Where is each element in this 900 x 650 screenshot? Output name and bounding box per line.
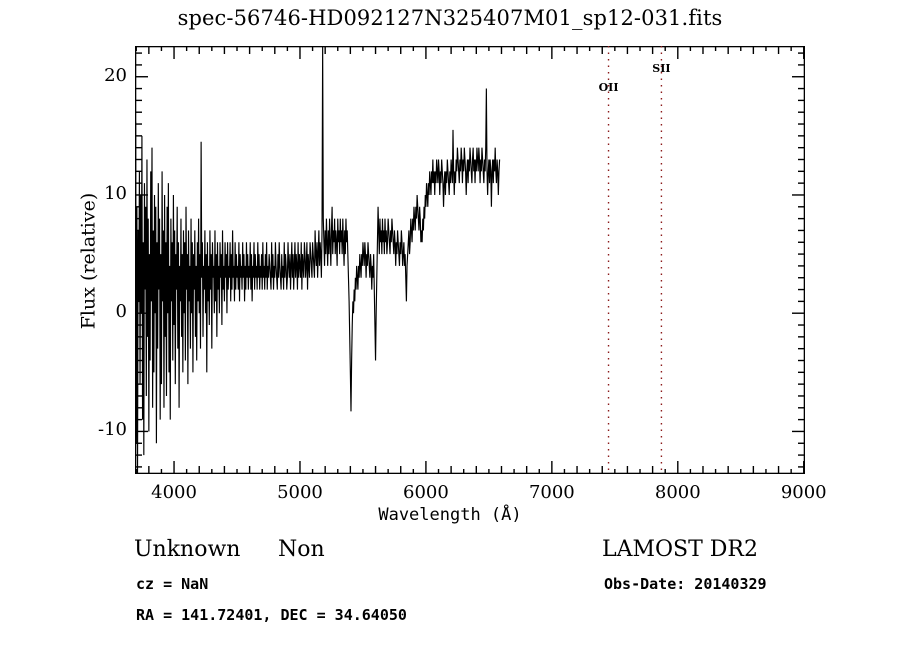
line-markers (607, 46, 663, 474)
x-tick-8000: 8000 (654, 482, 701, 503)
survey-name: LAMOST DR2 (602, 537, 758, 562)
page-title: spec-56746-HD092127N325407M01_sp12-031.f… (177, 6, 723, 30)
line-label-sii: SII (652, 61, 671, 75)
spectrum-plot (135, 46, 805, 474)
object-class: Unknown (134, 537, 241, 562)
line-label-oii: OII (598, 80, 619, 94)
x-tick-5000: 5000 (277, 482, 323, 503)
x-tick-7000: 7000 (528, 482, 575, 503)
redshift-value: cz = NaN (136, 575, 209, 593)
object-subclass: Non (278, 537, 325, 562)
x-tick-4000: 4000 (151, 482, 197, 503)
x-axis-label: Wavelength (Å) (378, 505, 522, 525)
y-tick--10: -10 (98, 419, 127, 441)
x-tick-6000: 6000 (403, 482, 449, 503)
spectrum-trace (135, 46, 501, 474)
observation-date: Obs-Date: 20140329 (604, 575, 767, 593)
y-tick-0: 0 (115, 301, 127, 323)
y-axis-label: Flux (relative) (77, 192, 100, 330)
plot-area (135, 46, 805, 474)
y-tick-20: 20 (104, 64, 127, 86)
coordinates: RA = 141.72401, DEC = 34.64050 (136, 606, 407, 624)
y-tick-10: 10 (104, 182, 127, 204)
x-tick-9000: 9000 (780, 482, 827, 503)
